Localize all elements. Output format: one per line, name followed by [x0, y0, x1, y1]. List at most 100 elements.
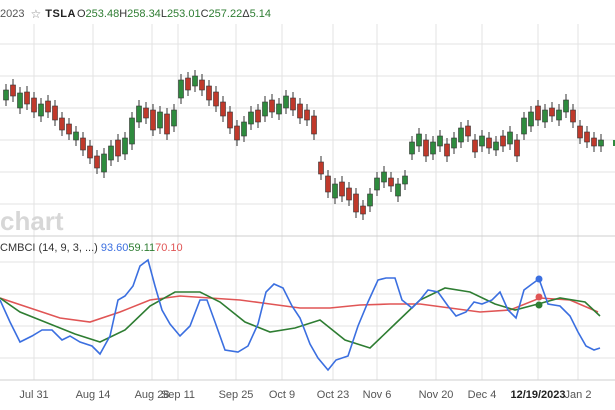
candle-body-58 — [409, 141, 415, 155]
candle-body-44 — [311, 115, 317, 135]
candle-body-66 — [465, 125, 471, 137]
candle-body-7 — [52, 105, 58, 121]
candle-body-15 — [108, 145, 114, 161]
indicator-name[interactable]: CMBCI (14, 9, 3, ...) — [0, 242, 98, 254]
candle-body-83 — [584, 131, 590, 143]
candle-body-72 — [507, 131, 513, 145]
candle-body-65 — [458, 127, 464, 143]
candle-body-73 — [514, 139, 520, 157]
indicator-value-signal: 70.10 — [155, 242, 183, 254]
candle-body-77 — [542, 109, 548, 123]
candle-body-6 — [45, 100, 51, 113]
candle-body-29 — [206, 85, 212, 101]
candle-body-71 — [500, 135, 506, 147]
candle-body-4 — [31, 97, 37, 113]
signal-line — [0, 295, 599, 323]
candle-body-57 — [402, 175, 408, 185]
candle-body-3 — [24, 91, 30, 105]
candle-body-78 — [549, 107, 555, 117]
candle-body-11 — [80, 137, 86, 151]
slow-line-marker — [535, 301, 543, 309]
candle-body-10 — [73, 131, 79, 141]
low-key: L — [160, 8, 167, 20]
x-axis-label: Nov 20 — [418, 389, 454, 401]
star-icon[interactable]: ☆ — [30, 7, 42, 21]
candle-body-50 — [353, 193, 359, 213]
candle-body-51 — [360, 205, 366, 215]
watermark: chart — [0, 206, 64, 236]
date-fragment: 2023 — [0, 8, 25, 20]
candle-body-12 — [87, 145, 93, 159]
x-axis-label: Sep 11 — [160, 389, 196, 401]
candle-body-34 — [241, 121, 247, 137]
candle-body-75 — [528, 111, 534, 127]
candle-body-17 — [122, 137, 128, 155]
candle-body-67 — [472, 139, 478, 153]
candle-body-54 — [381, 171, 387, 183]
candle-body-24 — [171, 109, 177, 127]
fast-line-marker — [535, 275, 543, 283]
candle-body-64 — [451, 137, 457, 149]
candle-body-21 — [150, 109, 156, 131]
candle-body-63 — [444, 143, 450, 157]
candle-body-82 — [577, 125, 583, 139]
candle-body-85 — [598, 139, 604, 147]
candle-body-38 — [269, 99, 275, 113]
x-axis-label: Jul 31 — [19, 389, 49, 401]
candle-body-8 — [59, 117, 65, 131]
candle-body-25 — [178, 79, 184, 99]
candle-body-47 — [332, 183, 338, 199]
candle-body-32 — [227, 111, 233, 129]
candle-body-31 — [220, 101, 226, 117]
candle-body-18 — [129, 117, 135, 145]
candle-body-1 — [10, 84, 16, 97]
open-key: O — [76, 8, 86, 20]
candle-body-70 — [493, 141, 499, 151]
candle-body-16 — [115, 139, 121, 157]
candle-body-30 — [213, 91, 219, 107]
candle-body-20 — [143, 107, 149, 119]
x-axis-label: Aug 14 — [75, 389, 111, 401]
candle-body-42 — [297, 103, 303, 119]
x-axis-label: Jan 2 — [564, 389, 592, 401]
candle-body-27 — [192, 75, 198, 87]
candle-body-60 — [423, 139, 429, 157]
high-key: H — [119, 8, 128, 20]
candle-body-81 — [570, 109, 576, 123]
fast-line — [0, 258, 601, 372]
candle-body-62 — [437, 135, 443, 147]
candle-body-80 — [563, 99, 569, 113]
symbol-label[interactable]: TSLA — [45, 8, 76, 20]
signal-line-marker — [535, 293, 543, 301]
change-value: 5.14 — [249, 8, 271, 20]
candle-body-33 — [234, 125, 240, 141]
x-axis-label: 12/19/2023 — [510, 389, 566, 401]
candle-body-68 — [479, 135, 485, 147]
high-value: 258.34 — [127, 8, 161, 20]
x-axis-label: Aug 28 — [134, 389, 170, 401]
x-axis-label: Dec 4 — [467, 389, 497, 401]
candle-body-76 — [535, 105, 541, 121]
candle-body-61 — [430, 141, 436, 155]
low-value: 253.01 — [166, 8, 201, 20]
change-key: Δ — [242, 8, 250, 20]
slow-line — [0, 287, 601, 349]
candle-body-5 — [38, 103, 44, 117]
candle-body-56 — [395, 183, 401, 197]
candle-body-41 — [290, 97, 296, 111]
candle-body-19 — [136, 105, 142, 123]
open-value: 253.48 — [85, 8, 120, 20]
candle-body-14 — [101, 153, 107, 173]
candle-body-26 — [185, 77, 191, 91]
quote-header: 2023 ☆ TSLA O 253.48 H 258.34 L 253.01 C 257… — [0, 6, 271, 22]
close-key: C — [200, 8, 209, 20]
candle-body-36 — [255, 109, 261, 123]
candle-body-43 — [304, 109, 310, 121]
candle-body-53 — [374, 177, 380, 191]
x-axis-label: Sep 25 — [218, 389, 254, 401]
candle-body-22 — [157, 111, 163, 129]
candle-body-69 — [486, 137, 492, 149]
candle-body-59 — [416, 133, 422, 147]
